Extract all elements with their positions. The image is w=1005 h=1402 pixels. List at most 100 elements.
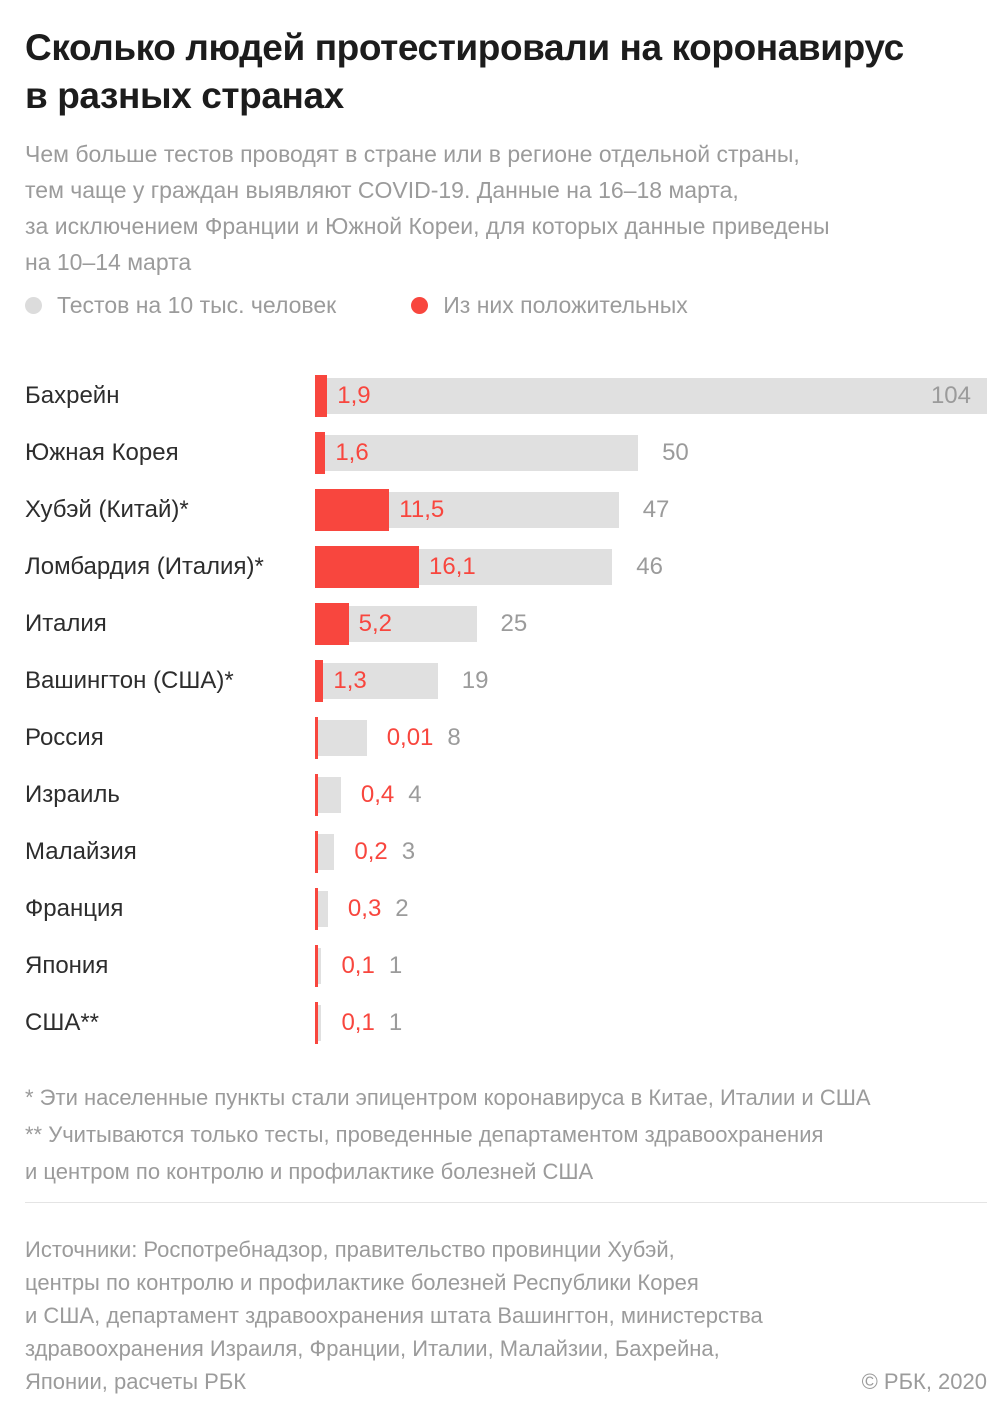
tests-value: 19 — [461, 666, 489, 694]
bar-row: Южная Корея 1,6 50 — [25, 424, 987, 481]
sources-block: Источники: Роспотребнадзор, правительств… — [25, 1233, 987, 1398]
positive-bar — [315, 830, 318, 873]
positive-value: 0,3 — [347, 894, 382, 922]
tests-value: 46 — [636, 552, 663, 580]
bar-row: Италия 5,2 25 — [25, 595, 987, 652]
tests-value: 2 — [395, 894, 409, 922]
positive-bar — [315, 716, 318, 759]
positive-bar — [315, 374, 328, 417]
bar-row: Вашингтон (США)* 1,3 19 — [25, 652, 987, 709]
values-group: 0,01 8 — [387, 724, 461, 752]
tests-bar — [315, 833, 335, 870]
country-label: Италия — [25, 609, 107, 637]
positive-bar — [315, 488, 390, 531]
positive-value: 16,1 — [429, 552, 476, 580]
positive-value: 1,9 — [337, 381, 371, 409]
chart-legend: Тестов на 10 тыс. человек Из них положит… — [25, 292, 987, 319]
positive-value: 1,3 — [333, 666, 367, 694]
tests-bar — [315, 890, 328, 927]
tests-value: 1 — [388, 1008, 403, 1036]
tests-value: 1 — [388, 951, 403, 979]
country-label: Вашингтон (США)* — [25, 666, 234, 694]
bar-row: Россия 0,01 8 — [25, 709, 987, 766]
sources-text: Источники: Роспотребнадзор, правительств… — [25, 1237, 763, 1394]
positive-bar — [315, 773, 318, 816]
country-label: Франция — [25, 894, 124, 922]
copyright: © РБК, 2020 — [861, 1369, 987, 1394]
positive-bar — [315, 545, 420, 588]
tests-value: 47 — [642, 495, 670, 523]
tests-bar — [315, 947, 322, 984]
page-title: Сколько людей протестировали на коронави… — [25, 27, 904, 116]
country-label: Израиль — [25, 780, 120, 808]
positive-value: 0,01 — [386, 723, 434, 751]
tests-bar — [315, 776, 341, 813]
legend-red-dot-icon — [411, 297, 429, 314]
footnote-us-tests: ** Учитываются только тесты, проведенные… — [25, 1122, 824, 1184]
chart-subtitle: Чем больше тестов проводят в стране или … — [25, 141, 830, 275]
values-group: 0,3 2 — [348, 895, 409, 923]
bar-row: Япония 0,1 1 — [25, 937, 987, 994]
country-label: Южная Корея — [25, 438, 179, 466]
positive-bar — [315, 944, 318, 987]
bar-row: Франция 0,3 2 — [25, 880, 987, 937]
bar-track: 1,3 19 — [315, 652, 987, 709]
values-group: 0,1 1 — [341, 952, 402, 980]
tests-value: 25 — [500, 609, 528, 637]
bar-track: 0,01 8 — [315, 709, 987, 766]
bar-track: 11,5 47 — [315, 481, 987, 538]
bar-row: Бахрейн 1,9 104 — [25, 367, 987, 424]
country-label: Бахрейн — [25, 381, 120, 409]
country-label: Россия — [25, 723, 104, 751]
positive-bar — [315, 431, 326, 474]
positive-value: 1,6 — [335, 438, 369, 466]
country-label: Малайзия — [25, 837, 137, 865]
country-label: Япония — [25, 951, 109, 979]
positive-value: 0,2 — [354, 837, 388, 865]
legend-tests-label: Тестов на 10 тыс. человек — [57, 292, 337, 318]
legend-positive-label: Из них положительных — [443, 292, 688, 318]
bar-row: США** 0,1 1 — [25, 994, 987, 1051]
bar-track: 16,1 46 — [315, 538, 987, 595]
bar-track: 0,1 1 — [315, 994, 987, 1051]
footnotes: * Эти населенные пункты стали эпицентром… — [25, 1079, 987, 1190]
tests-bar — [315, 719, 367, 756]
positive-bar — [315, 602, 349, 645]
bar-track: 5,2 25 — [315, 595, 987, 652]
positive-bar — [315, 1001, 318, 1044]
footnote-epicenter: * Эти населенные пункты стали эпицентром… — [25, 1085, 871, 1110]
values-group: 0,2 3 — [354, 838, 415, 866]
tests-value: 4 — [408, 780, 422, 808]
tests-value: 104 — [930, 381, 971, 409]
positive-value: 0,1 — [341, 951, 375, 979]
tests-value: 8 — [447, 723, 461, 751]
values-group: 0,1 1 — [341, 1009, 402, 1037]
legend-item-positive: Из них положительных — [411, 292, 688, 319]
positive-value: 11,5 — [399, 495, 445, 523]
positive-value: 0,1 — [341, 1008, 375, 1036]
bar-row: Малайзия 0,2 3 — [25, 823, 987, 880]
positive-bar — [315, 659, 324, 702]
country-label: Ломбардия (Италия)* — [25, 552, 264, 580]
bar-row: Израиль 0,4 4 — [25, 766, 987, 823]
positive-value: 5,2 — [358, 609, 392, 637]
bar-track: 0,2 3 — [315, 823, 987, 880]
positive-bar — [315, 887, 318, 930]
legend-item-tests: Тестов на 10 тыс. человек — [25, 292, 336, 319]
tests-bar — [315, 662, 438, 699]
country-label: Хубэй (Китай)* — [25, 495, 189, 523]
tests-value: 50 — [662, 438, 689, 466]
bar-track: 0,4 4 — [315, 766, 987, 823]
bar-track: 1,9 104 — [315, 367, 987, 424]
bar-track: 0,3 2 — [315, 880, 987, 937]
legend-grey-dot-icon — [25, 297, 42, 314]
positive-value: 0,4 — [360, 780, 395, 808]
country-label: США** — [25, 1008, 100, 1036]
tests-value: 3 — [401, 837, 416, 865]
tests-bar — [315, 1004, 322, 1041]
bar-track: 0,1 1 — [315, 937, 987, 994]
tests-bar — [315, 377, 987, 414]
values-group: 0,4 4 — [361, 781, 422, 809]
divider — [25, 1202, 987, 1203]
